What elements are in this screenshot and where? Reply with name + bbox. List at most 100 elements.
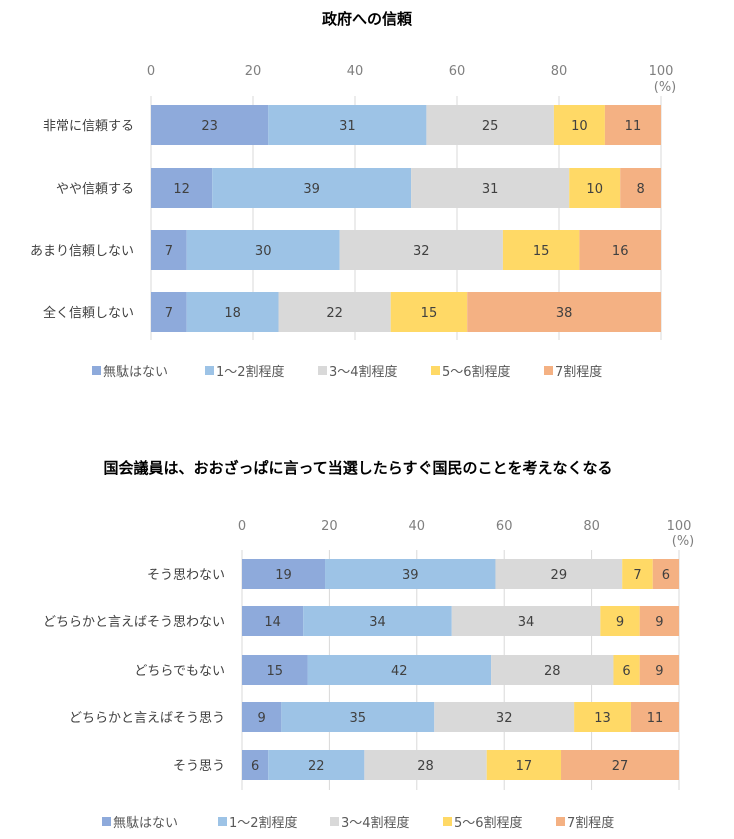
data-label: 13 [594,711,611,726]
data-label: 32 [413,244,430,259]
data-label: 7 [165,306,173,321]
bar-segment [553,105,605,145]
x-tick-label: 100 [667,519,692,534]
data-label: 10 [586,182,603,197]
bar-segment [307,655,492,685]
bar-segment [491,655,614,685]
x-tick-label: 20 [245,64,262,79]
legend-label: 3～4割程度 [341,815,410,831]
chart-title: 政府への信頼 [322,10,413,28]
data-label: 9 [258,711,266,726]
x-tick-label: 40 [347,64,364,79]
category-label: どちらかと言えばそう思わない [43,615,225,630]
data-label: 32 [496,711,513,726]
legend-label: 無駄はない [103,365,168,380]
bar-segment [242,559,326,589]
data-label: 15 [267,664,284,679]
data-label: 39 [303,182,320,197]
category-label: そう思う [173,759,225,774]
bar-segment [451,606,601,636]
data-label: 6 [662,568,670,583]
data-label: 16 [612,244,629,259]
data-label: 34 [369,615,386,630]
legend-label: 無駄はない [113,816,178,831]
data-label: 6 [251,759,259,774]
bar-segment [186,292,279,332]
bar-segment [242,655,308,685]
bar-segment [600,606,640,636]
data-label: 23 [201,119,218,134]
data-label: 19 [275,568,292,583]
chart-title: 国会議員は、おおざっぱに言って当選したらすぐ国民のことを考えなくなる [104,459,613,477]
legend-swatch [205,366,214,375]
data-label: 8 [636,182,644,197]
data-label: 15 [421,306,438,321]
bar-segment [579,230,661,270]
data-label: 6 [622,664,630,679]
legend-swatch [330,817,339,826]
bar-segment [281,702,435,732]
category-label: あまり信頼しない [30,244,134,259]
x-tick-label: 100 [649,64,674,79]
legend-swatch [92,366,101,375]
bar-segment [278,292,391,332]
bar-segment [325,559,496,589]
data-label: 12 [173,182,190,197]
legend-swatch [544,366,553,375]
data-label: 34 [518,615,535,630]
bar-segment [467,292,661,332]
data-label: 25 [482,119,499,134]
bar-segment [339,230,503,270]
bar-segment [569,168,621,208]
chart-diet-members: 国会議員は、おおざっぱに言って当選したらすぐ国民のことを考えなくなる 0 20 40… [43,459,694,831]
data-label: 22 [326,306,343,321]
unit-label: (%) [654,80,677,95]
x-tick-label: 60 [496,519,513,534]
x-tick-label: 40 [409,519,426,534]
bar-segment [242,702,282,732]
bar-segment [604,105,661,145]
data-label: 28 [417,759,434,774]
bar-segment [212,168,412,208]
bar-segment [622,559,653,589]
bar-segment [486,750,562,780]
legend-label: 3～4割程度 [329,364,398,380]
category-label: 非常に信頼する [43,119,134,134]
legend-label: 5～6割程度 [454,815,523,831]
category-label: どちらかと言えばそう思う [69,711,225,726]
bar-segment [268,750,365,780]
data-label: 9 [655,664,663,679]
category-label: やや信頼する [56,182,134,197]
x-tick-label: 60 [449,64,466,79]
legend-label: 7割程度 [555,364,602,380]
data-label: 10 [571,119,588,134]
x-tick-label: 20 [321,519,338,534]
data-label: 29 [551,568,568,583]
data-label: 42 [391,664,408,679]
data-label: 11 [647,711,664,726]
bar-segment [620,168,661,208]
unit-label: (%) [672,534,695,549]
x-tick-label: 80 [551,64,568,79]
data-label: 22 [308,759,325,774]
data-label: 9 [655,615,663,630]
x-tick-label: 80 [583,519,600,534]
data-label: 7 [165,244,173,259]
data-label: 17 [516,759,533,774]
data-label: 30 [255,244,272,259]
chart-government-trust: 政府への信頼 0 20 40 60 80 100(%) 非常に信頼する 23 31 25 10 11 や… [30,10,676,380]
category-label: どちらでもない [134,664,225,679]
data-label: 15 [533,244,550,259]
data-label: 28 [544,664,561,679]
data-label: 7 [633,568,641,583]
category-label: そう思わない [147,568,225,583]
bar-segment [630,702,679,732]
bar-segment [434,702,575,732]
data-label: 38 [556,306,573,321]
bar-segment [151,230,187,270]
bar-segment [613,655,640,685]
data-label: 35 [350,711,367,726]
legend-swatch [102,817,111,826]
bar-segment [652,559,679,589]
